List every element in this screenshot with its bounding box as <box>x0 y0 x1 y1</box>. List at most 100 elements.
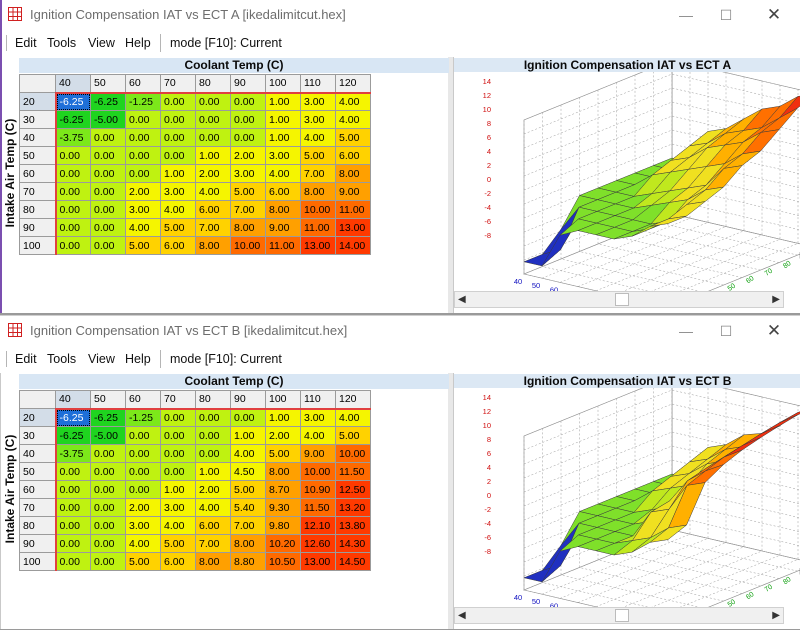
row-header[interactable]: 70 <box>19 182 57 201</box>
row-header[interactable]: 80 <box>19 200 57 219</box>
table-cell[interactable]: 3.00 <box>160 182 196 201</box>
row-header[interactable]: 30 <box>19 110 57 129</box>
table-cell[interactable]: 13.00 <box>300 236 336 255</box>
table-cell[interactable]: 8.00 <box>230 218 266 237</box>
table-cell[interactable]: 4.50 <box>230 462 266 481</box>
table-cell[interactable]: 0.00 <box>55 200 91 219</box>
table-cell[interactable]: 13.20 <box>335 498 371 517</box>
row-header[interactable]: 20 <box>19 92 57 111</box>
table-cell[interactable]: 4.00 <box>195 498 231 517</box>
menu-view[interactable]: View <box>88 36 115 50</box>
table-cell[interactable]: 3.00 <box>300 92 336 111</box>
table-cell[interactable]: 0.00 <box>125 146 161 165</box>
table-cell[interactable]: 5.00 <box>335 426 371 445</box>
row-header[interactable]: 40 <box>19 128 57 147</box>
table-cell[interactable]: 4.00 <box>300 426 336 445</box>
table-cell[interactable]: 14.50 <box>335 552 371 571</box>
table-cell[interactable]: 11.00 <box>335 200 371 219</box>
table-cell[interactable]: 4.00 <box>335 408 371 427</box>
row-header[interactable]: 100 <box>19 552 57 571</box>
table-cell[interactable]: 5.00 <box>160 218 196 237</box>
column-header[interactable]: 110 <box>300 390 336 410</box>
row-header[interactable]: 40 <box>19 444 57 463</box>
table-cell[interactable]: 0.00 <box>125 426 161 445</box>
table-cell[interactable]: 0.00 <box>90 480 126 499</box>
table-cell[interactable]: 3.00 <box>300 110 336 129</box>
table-cell[interactable]: 5.00 <box>160 534 196 553</box>
table-cell[interactable]: 11.00 <box>265 236 301 255</box>
table-cell[interactable]: 0.00 <box>230 128 266 147</box>
maximize-icon[interactable]: ☐ <box>719 323 733 339</box>
table-cell[interactable]: 0.00 <box>90 534 126 553</box>
table-cell[interactable]: 5.00 <box>300 146 336 165</box>
table-cell[interactable]: 0.00 <box>195 128 231 147</box>
column-header[interactable]: 90 <box>230 390 266 410</box>
table-cell[interactable]: -5.00 <box>90 426 126 445</box>
table-cell[interactable]: 8.00 <box>300 182 336 201</box>
mode-indicator[interactable]: mode [F10]: Current <box>170 36 282 50</box>
scroll-left-icon[interactable]: ◀ <box>458 294 466 305</box>
table-cell[interactable]: 0.00 <box>160 408 196 427</box>
table-cell[interactable]: 0.00 <box>55 516 91 535</box>
table-cell[interactable]: 1.00 <box>265 110 301 129</box>
table-cell[interactable]: 0.00 <box>55 462 91 481</box>
table-cell[interactable]: 6.00 <box>335 146 371 165</box>
table-cell[interactable]: 1.00 <box>160 480 196 499</box>
table-cell[interactable]: 1.00 <box>265 408 301 427</box>
table-cell[interactable]: 2.00 <box>195 480 231 499</box>
table-cell[interactable]: 0.00 <box>160 444 196 463</box>
table-cell[interactable]: 8.00 <box>265 462 301 481</box>
row-header[interactable]: 90 <box>19 218 57 237</box>
menu-help[interactable]: Help <box>125 352 151 366</box>
table-cell[interactable]: 8.00 <box>265 200 301 219</box>
scroll-right-icon[interactable]: ▶ <box>772 610 780 621</box>
table-cell[interactable]: 0.00 <box>230 408 266 427</box>
table-cell[interactable]: 7.00 <box>300 164 336 183</box>
scroll-left-icon[interactable]: ◀ <box>458 610 466 621</box>
menu-tools[interactable]: Tools <box>47 352 77 366</box>
table-cell[interactable]: 7.00 <box>230 516 266 535</box>
table-cell[interactable]: 0.00 <box>160 146 196 165</box>
table-cell[interactable]: 6.00 <box>265 182 301 201</box>
table-cell[interactable]: 0.00 <box>55 146 91 165</box>
table-cell[interactable]: 5.00 <box>265 444 301 463</box>
table-cell[interactable]: 11.50 <box>300 498 336 517</box>
table-cell[interactable]: 0.00 <box>90 498 126 517</box>
table-cell[interactable]: -6.25 <box>90 408 126 427</box>
table-cell[interactable]: 6.00 <box>160 236 196 255</box>
table-cell[interactable]: 13.00 <box>300 552 336 571</box>
column-header[interactable]: 70 <box>160 74 196 94</box>
surface-chart[interactable]: 14121086420-2-4-6-8405060708090100110120… <box>454 388 800 607</box>
column-header[interactable]: 80 <box>195 74 231 94</box>
column-header[interactable]: 50 <box>90 74 126 94</box>
column-header[interactable]: 120 <box>335 74 371 94</box>
table-cell[interactable]: 0.00 <box>55 498 91 517</box>
column-header[interactable]: 100 <box>265 390 301 410</box>
table-cell[interactable]: 4.00 <box>195 182 231 201</box>
row-header[interactable]: 70 <box>19 498 57 517</box>
table-cell[interactable]: 4.00 <box>265 164 301 183</box>
table-cell[interactable]: 3.00 <box>125 200 161 219</box>
table-cell[interactable]: 0.00 <box>55 164 91 183</box>
table-cell[interactable]: 0.00 <box>90 128 126 147</box>
menu-help[interactable]: Help <box>125 36 151 50</box>
table-cell[interactable]: 7.00 <box>230 200 266 219</box>
table-cell[interactable]: 8.00 <box>195 552 231 571</box>
table-cell[interactable]: 0.00 <box>90 444 126 463</box>
mode-indicator[interactable]: mode [F10]: Current <box>170 352 282 366</box>
column-header[interactable]: 120 <box>335 390 371 410</box>
table-cell[interactable]: 6.00 <box>195 200 231 219</box>
table-cell[interactable]: -6.25 <box>55 408 91 427</box>
table-cell[interactable]: 2.00 <box>195 164 231 183</box>
surface-chart[interactable]: 14121086420-2-4-6-8405060708090100110120… <box>454 72 800 291</box>
table-cell[interactable]: 4.00 <box>160 200 196 219</box>
table-cell[interactable]: 2.00 <box>265 426 301 445</box>
table-cell[interactable]: 0.00 <box>125 480 161 499</box>
table-cell[interactable]: 4.00 <box>125 218 161 237</box>
table-cell[interactable]: 4.00 <box>125 534 161 553</box>
menu-edit[interactable]: Edit <box>15 352 37 366</box>
table-cell[interactable]: 0.00 <box>160 462 196 481</box>
table-cell[interactable]: 9.30 <box>265 498 301 517</box>
maximize-icon[interactable]: ☐ <box>719 7 733 23</box>
table-cell[interactable]: 3.00 <box>300 408 336 427</box>
